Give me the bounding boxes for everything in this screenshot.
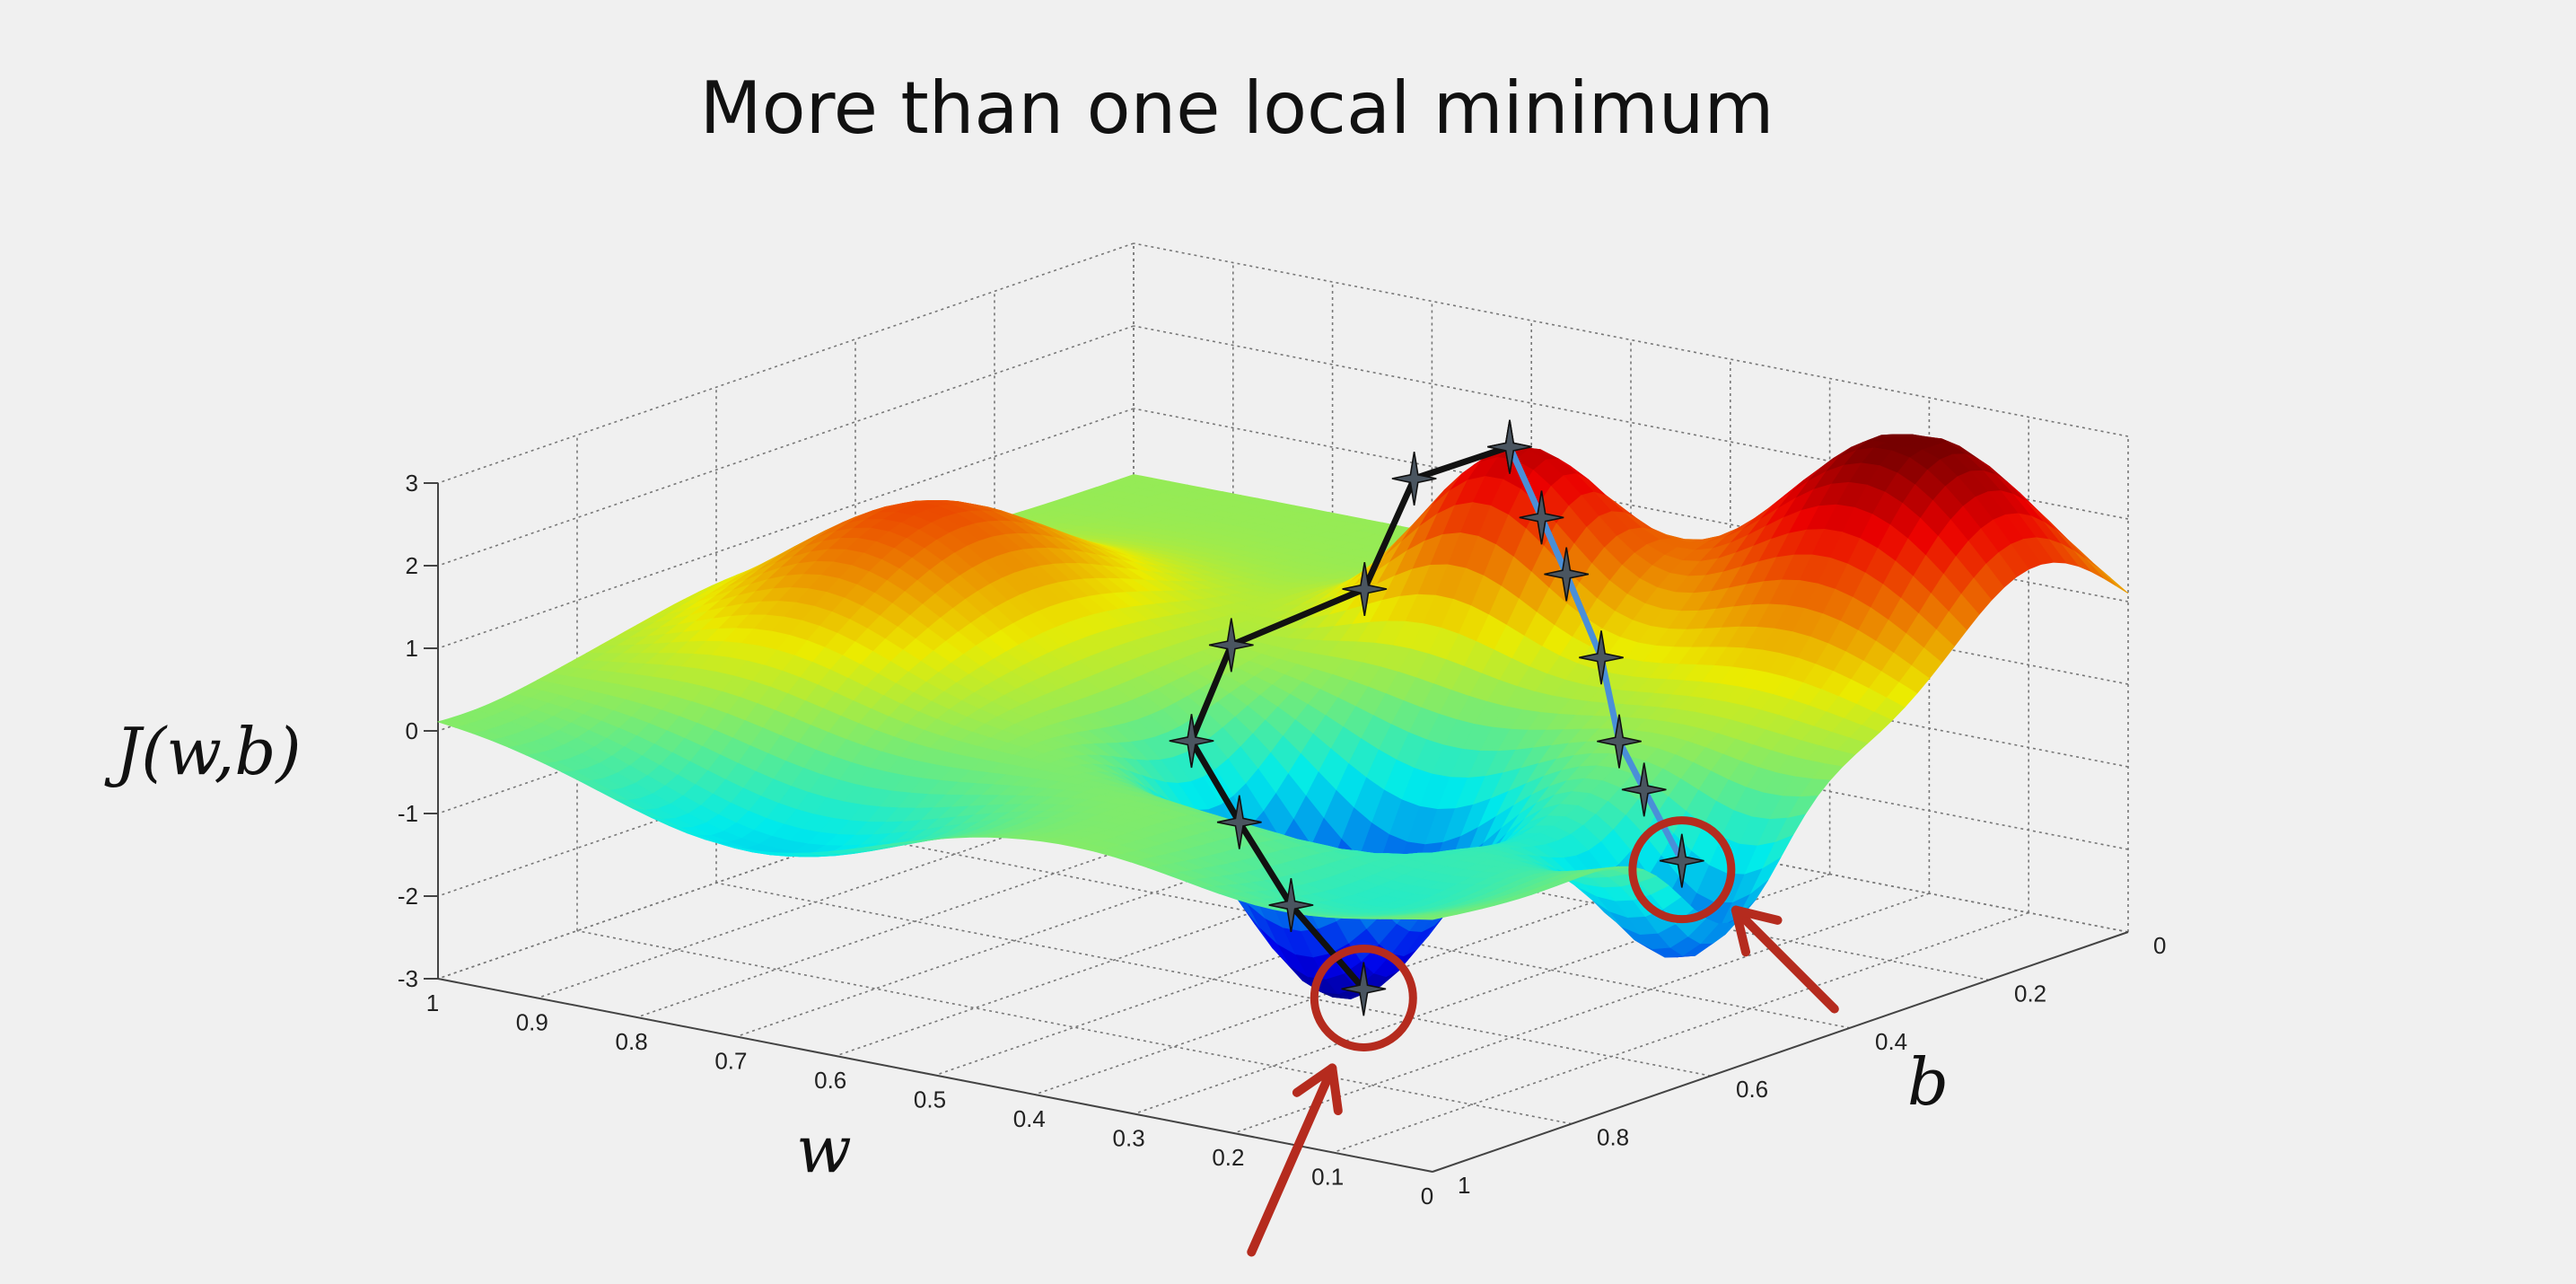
b-tick-label: 0.6 (1736, 1076, 1768, 1103)
minimum-arrow (1730, 905, 1839, 1014)
descent-step-marker (1659, 833, 1704, 888)
z-tick-label: 0 (406, 717, 418, 744)
gradient-descent-paths (1169, 419, 1704, 1016)
descent-step-marker (1169, 714, 1214, 769)
minimum-annotations (1247, 816, 1839, 1257)
grid-line (437, 242, 1135, 484)
z-tick-label: 1 (406, 635, 418, 662)
descent-step-marker (1391, 451, 1437, 506)
z-tick-label: -3 (398, 965, 418, 992)
axis-ticks: -3-2-1012300.10.20.30.40.50.60.70.80.910… (398, 470, 2167, 1209)
cost-surface (436, 434, 2129, 999)
minimum-arrow-head (1292, 1063, 1343, 1115)
z-tick-label: -2 (398, 883, 418, 910)
minimum-circle (1628, 816, 1736, 924)
b-tick-label: 0 (2153, 932, 2166, 959)
w-tick-label: 0 (1421, 1183, 1433, 1209)
grid-line (1133, 325, 2129, 520)
descent-step-marker (1519, 490, 1564, 545)
grid-line (715, 882, 1712, 1077)
w-tick-label: 0.3 (1113, 1125, 1145, 1152)
b-tick-label: 0.8 (1597, 1124, 1629, 1151)
descent-step-marker (1579, 630, 1624, 685)
w-tick-label: 0.2 (1212, 1144, 1244, 1171)
descent-step-marker (1621, 762, 1667, 817)
minimum-arrow-head (1730, 905, 1783, 957)
surface-cell (2098, 567, 2129, 594)
b-tick-label: 0.4 (1875, 1028, 1907, 1055)
z-tick-label: 3 (406, 470, 418, 497)
grid-line (576, 929, 1573, 1125)
minimum-circle (1310, 944, 1417, 1051)
descent-step-marker (1487, 419, 1532, 474)
w-tick-label: 0.5 (914, 1086, 946, 1113)
w-tick-label: 0.4 (1013, 1105, 1046, 1132)
z-tick-label: 2 (406, 552, 418, 579)
b-tick-label: 1 (1458, 1172, 1470, 1199)
minimum-arrow (1247, 1063, 1337, 1257)
z-tick-label: -1 (398, 800, 418, 827)
descent-path (1188, 444, 1511, 991)
w-tick-label: 1 (426, 989, 439, 1016)
w-tick-label: 0.1 (1311, 1164, 1344, 1191)
grid-line (854, 834, 1851, 1029)
b-tick-label: 0.2 (2014, 980, 2046, 1007)
descent-step-marker (1342, 561, 1388, 617)
grid-line (1133, 242, 2129, 437)
descent-step-marker (1597, 714, 1642, 769)
y-axis-label: b (1907, 1044, 1949, 1120)
b-axis-line (1432, 931, 2129, 1173)
w-axis-line (437, 978, 1433, 1173)
w-tick-label: 0.6 (814, 1067, 846, 1094)
surface-cell (2085, 558, 2116, 586)
w-tick-label: 0.9 (516, 1009, 548, 1036)
descent-step-marker (1544, 547, 1590, 602)
descent-step-marker (1208, 618, 1254, 673)
w-tick-label: 0.7 (714, 1048, 747, 1075)
descent-step-marker (1268, 877, 1314, 933)
descent-step-marker (1216, 795, 1262, 849)
descent-step-marker (1341, 962, 1387, 1016)
grid-line (1133, 408, 2129, 602)
x-axis-label: w (796, 1112, 852, 1187)
chart-title: More than one local minimum (700, 66, 1774, 150)
surface-cell (1415, 916, 1445, 920)
w-tick-label: 0.8 (616, 1028, 648, 1055)
z-axis-label: J(w,b) (103, 714, 301, 789)
